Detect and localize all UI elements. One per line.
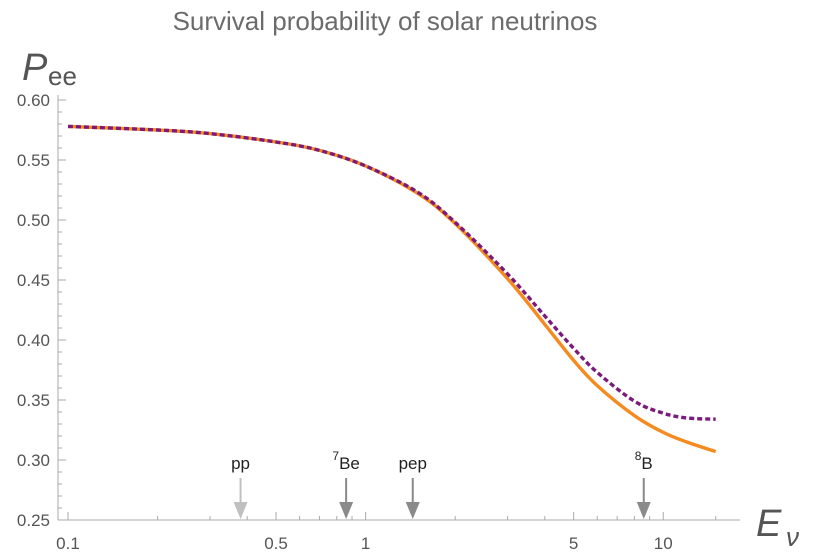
x-ticks: 0.1 0.5 1 5 10 xyxy=(56,512,717,553)
y-axis-label-sub: ee xyxy=(48,61,77,91)
y-axis-label: P ee xyxy=(22,47,77,91)
source-marker: pep xyxy=(399,454,427,519)
x-axis-label-sub: ν xyxy=(786,522,799,552)
marker-label-sup: 8 xyxy=(635,449,642,463)
marker-label: pp xyxy=(231,454,250,473)
y-tick-label: 0.30 xyxy=(17,451,50,470)
y-axis-label-main: P xyxy=(22,47,48,89)
marker-label: 7Be xyxy=(332,449,359,473)
y-tick-label: 0.35 xyxy=(17,391,50,410)
x-tick-label: 0.1 xyxy=(56,534,80,553)
marker-arrow-head xyxy=(405,502,420,519)
y-tick-label: 0.50 xyxy=(17,211,50,230)
x-tick-label: 0.5 xyxy=(264,534,288,553)
y-tick-label: 0.55 xyxy=(17,151,50,170)
marker-arrow-head xyxy=(636,502,651,519)
marker-arrow-head xyxy=(233,502,248,519)
series-layer xyxy=(67,124,717,454)
y-ticks: 0.25 0.30 0.35 0.40 0.45 0.50 0.55 0.60 xyxy=(17,91,66,530)
x-tick-label: 5 xyxy=(569,534,578,553)
marker-label-sup: 7 xyxy=(332,449,339,463)
x-tick-label: 10 xyxy=(654,534,673,553)
x-tick-label: 1 xyxy=(361,534,370,553)
marker-label: 8B xyxy=(635,449,653,473)
marker-label: pep xyxy=(399,454,427,473)
y-tick-label: 0.25 xyxy=(17,511,50,530)
x-axis-label-main: E xyxy=(756,503,782,545)
chart-title: Survival probability of solar neutrinos xyxy=(173,6,598,36)
source-marker: pp xyxy=(231,454,250,519)
y-tick-label: 0.60 xyxy=(17,91,50,110)
y-tick-label: 0.45 xyxy=(17,271,50,290)
marker-arrow-head xyxy=(339,502,354,519)
marker-label-main: Be xyxy=(339,454,360,473)
dashed-curve xyxy=(67,124,716,421)
source-marker: 7Be xyxy=(332,449,360,519)
marker-label-main: B xyxy=(641,454,652,473)
y-tick-label: 0.40 xyxy=(17,331,50,350)
x-axis-label: E ν xyxy=(756,503,799,552)
source-markers: pp 7Be pep 8B xyxy=(231,449,653,519)
source-marker: 8B xyxy=(635,449,653,519)
solid-curve xyxy=(67,124,717,454)
